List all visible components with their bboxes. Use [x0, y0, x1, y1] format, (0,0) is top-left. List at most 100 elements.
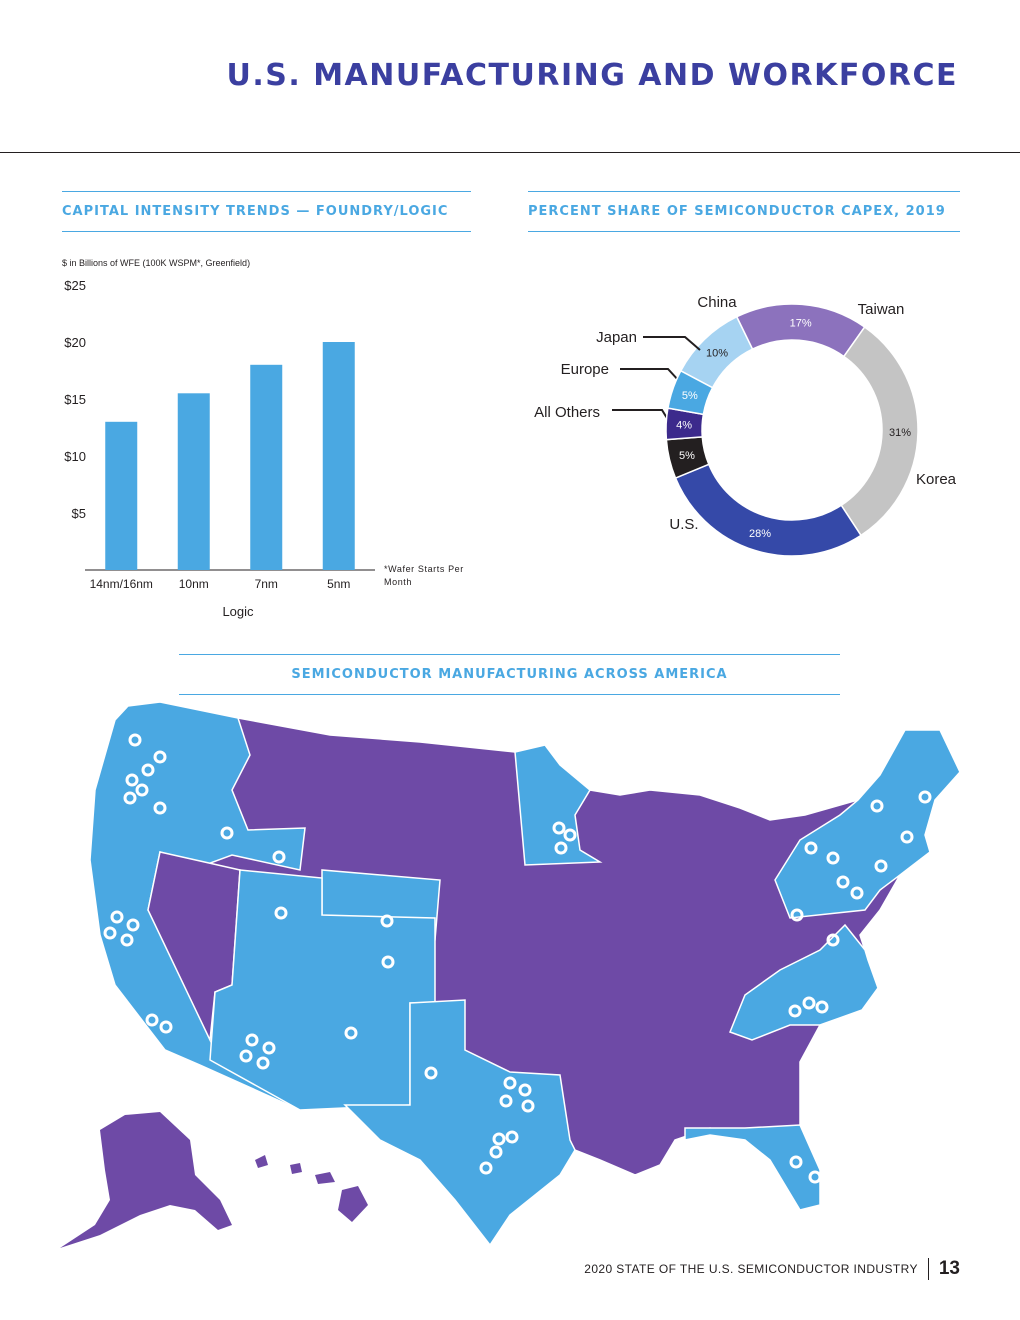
- fab-marker: [499, 1094, 513, 1108]
- y-tick-label: $20: [64, 335, 86, 350]
- slice-value-label: 28%: [749, 528, 771, 540]
- slice-value-label: 5%: [682, 390, 698, 402]
- fab-marker: [103, 926, 117, 940]
- fab-marker: [489, 1145, 503, 1159]
- texas-region: [343, 999, 576, 1247]
- fab-marker: [788, 1004, 802, 1018]
- fab-marker: [262, 1041, 276, 1055]
- fab-marker: [145, 1013, 159, 1027]
- y-tick-label: $25: [64, 278, 86, 293]
- donut-slice-japan: [667, 369, 714, 416]
- y-tick-label: $15: [64, 392, 86, 407]
- fab-marker: [554, 841, 568, 855]
- fab-marker: [552, 821, 566, 835]
- x-tick-label: 7nm: [255, 577, 278, 591]
- x-tick-label: 5nm: [327, 577, 350, 591]
- y-tick-label: $10: [64, 449, 86, 464]
- fab-marker: [789, 1155, 803, 1169]
- slice-category-label: Europe: [561, 361, 609, 378]
- fab-marker: [804, 841, 818, 855]
- fab-marker: [870, 799, 884, 813]
- fab-marker: [141, 763, 155, 777]
- slice-category-label: China: [697, 294, 737, 311]
- fab-marker: [220, 826, 234, 840]
- slice-category-label: Taiwan: [858, 301, 905, 318]
- fab-marker: [272, 850, 286, 864]
- slice-value-label: 10%: [706, 347, 728, 359]
- fab-marker: [874, 859, 888, 873]
- capex-share-heading: PERCENT SHARE OF SEMICONDUCTOR CAPEX, 20…: [528, 191, 960, 232]
- fab-marker: [518, 1083, 532, 1097]
- slice-category-label: Japan: [596, 329, 637, 346]
- fab-marker: [274, 906, 288, 920]
- fab-marker: [505, 1130, 519, 1144]
- footer-divider: [927, 1258, 929, 1280]
- manufacturing-map-heading: SEMICONDUCTOR MANUFACTURING ACROSS AMERI…: [179, 654, 840, 695]
- x-tick-label: 10nm: [179, 577, 209, 591]
- x-tick-label: 14nm/16nm: [90, 577, 153, 591]
- fab-marker: [826, 851, 840, 865]
- slice-category-label: U.S.: [669, 516, 698, 533]
- fab-marker: [110, 910, 124, 924]
- alaska-hawaii: [60, 1112, 368, 1248]
- fab-marker: [381, 955, 395, 969]
- page-number: 13: [938, 1258, 960, 1279]
- footer-report-title: 2020 STATE OF THE U.S. SEMICONDUCTOR IND…: [584, 1262, 918, 1276]
- fab-marker: [153, 750, 167, 764]
- fab-marker: [159, 1020, 173, 1034]
- fab-marker: [802, 996, 816, 1010]
- fab-marker: [344, 1026, 358, 1040]
- fab-marker: [790, 908, 804, 922]
- fab-marker: [424, 1066, 438, 1080]
- fab-marker: [120, 933, 134, 947]
- fab-marker: [836, 875, 850, 889]
- fab-marker: [850, 886, 864, 900]
- fab-marker: [900, 830, 914, 844]
- fab-marker: [815, 1000, 829, 1014]
- fab-marker: [123, 791, 137, 805]
- slice-value-label: 31%: [889, 427, 911, 439]
- capital-intensity-heading: CAPITAL INTENSITY TRENDS — FOUNDRY/LOGIC: [62, 191, 471, 232]
- alaska-shape: [60, 1112, 232, 1248]
- fab-marker: [503, 1076, 517, 1090]
- fab-marker: [380, 914, 394, 928]
- slice-category-label: Korea: [916, 471, 957, 488]
- bar-14nm/16nm: [105, 421, 138, 570]
- bar-7nm: [250, 364, 283, 570]
- hawaii-shape: [255, 1155, 368, 1222]
- fab-marker: [256, 1056, 270, 1070]
- slice-category-label: All Others: [534, 404, 600, 421]
- fab-marker: [563, 828, 577, 842]
- fab-marker: [135, 783, 149, 797]
- fab-marker: [126, 918, 140, 932]
- fab-marker: [128, 733, 142, 747]
- fab-marker: [153, 801, 167, 815]
- slice-value-label: 5%: [679, 450, 695, 462]
- fab-marker: [521, 1099, 535, 1113]
- fab-marker: [808, 1170, 822, 1184]
- fab-marker: [245, 1033, 259, 1047]
- wafer-starts-footnote: *Wafer Starts Per Month: [384, 564, 464, 587]
- northeast-blue-region: [774, 729, 961, 919]
- x-axis-label: Logic: [222, 604, 254, 619]
- y-tick-label: $5: [72, 506, 86, 521]
- florida-region: [684, 1124, 821, 1211]
- page-footer: 2020 STATE OF THE U.S. SEMICONDUCTOR IND…: [584, 1258, 960, 1280]
- fab-marker: [492, 1132, 506, 1146]
- minnesota-region: [514, 744, 603, 866]
- bar-10nm: [177, 393, 210, 570]
- mid-atlantic-blue-region: [729, 923, 879, 1041]
- fab-marker: [479, 1161, 493, 1175]
- title-rule: [0, 152, 1020, 153]
- leader-line: [643, 336, 701, 351]
- fab-marker: [918, 790, 932, 804]
- fab-marker: [826, 933, 840, 947]
- fab-marker: [125, 773, 139, 787]
- bar-chart-unit-note: $ in Billions of WFE (100K WSPM*, Greenf…: [62, 258, 251, 268]
- fab-marker: [239, 1049, 253, 1063]
- leader-line: [620, 368, 681, 383]
- lower-48-map: [89, 701, 961, 1247]
- page-title: U.S. MANUFACTURING AND WORKFORCE: [226, 58, 958, 93]
